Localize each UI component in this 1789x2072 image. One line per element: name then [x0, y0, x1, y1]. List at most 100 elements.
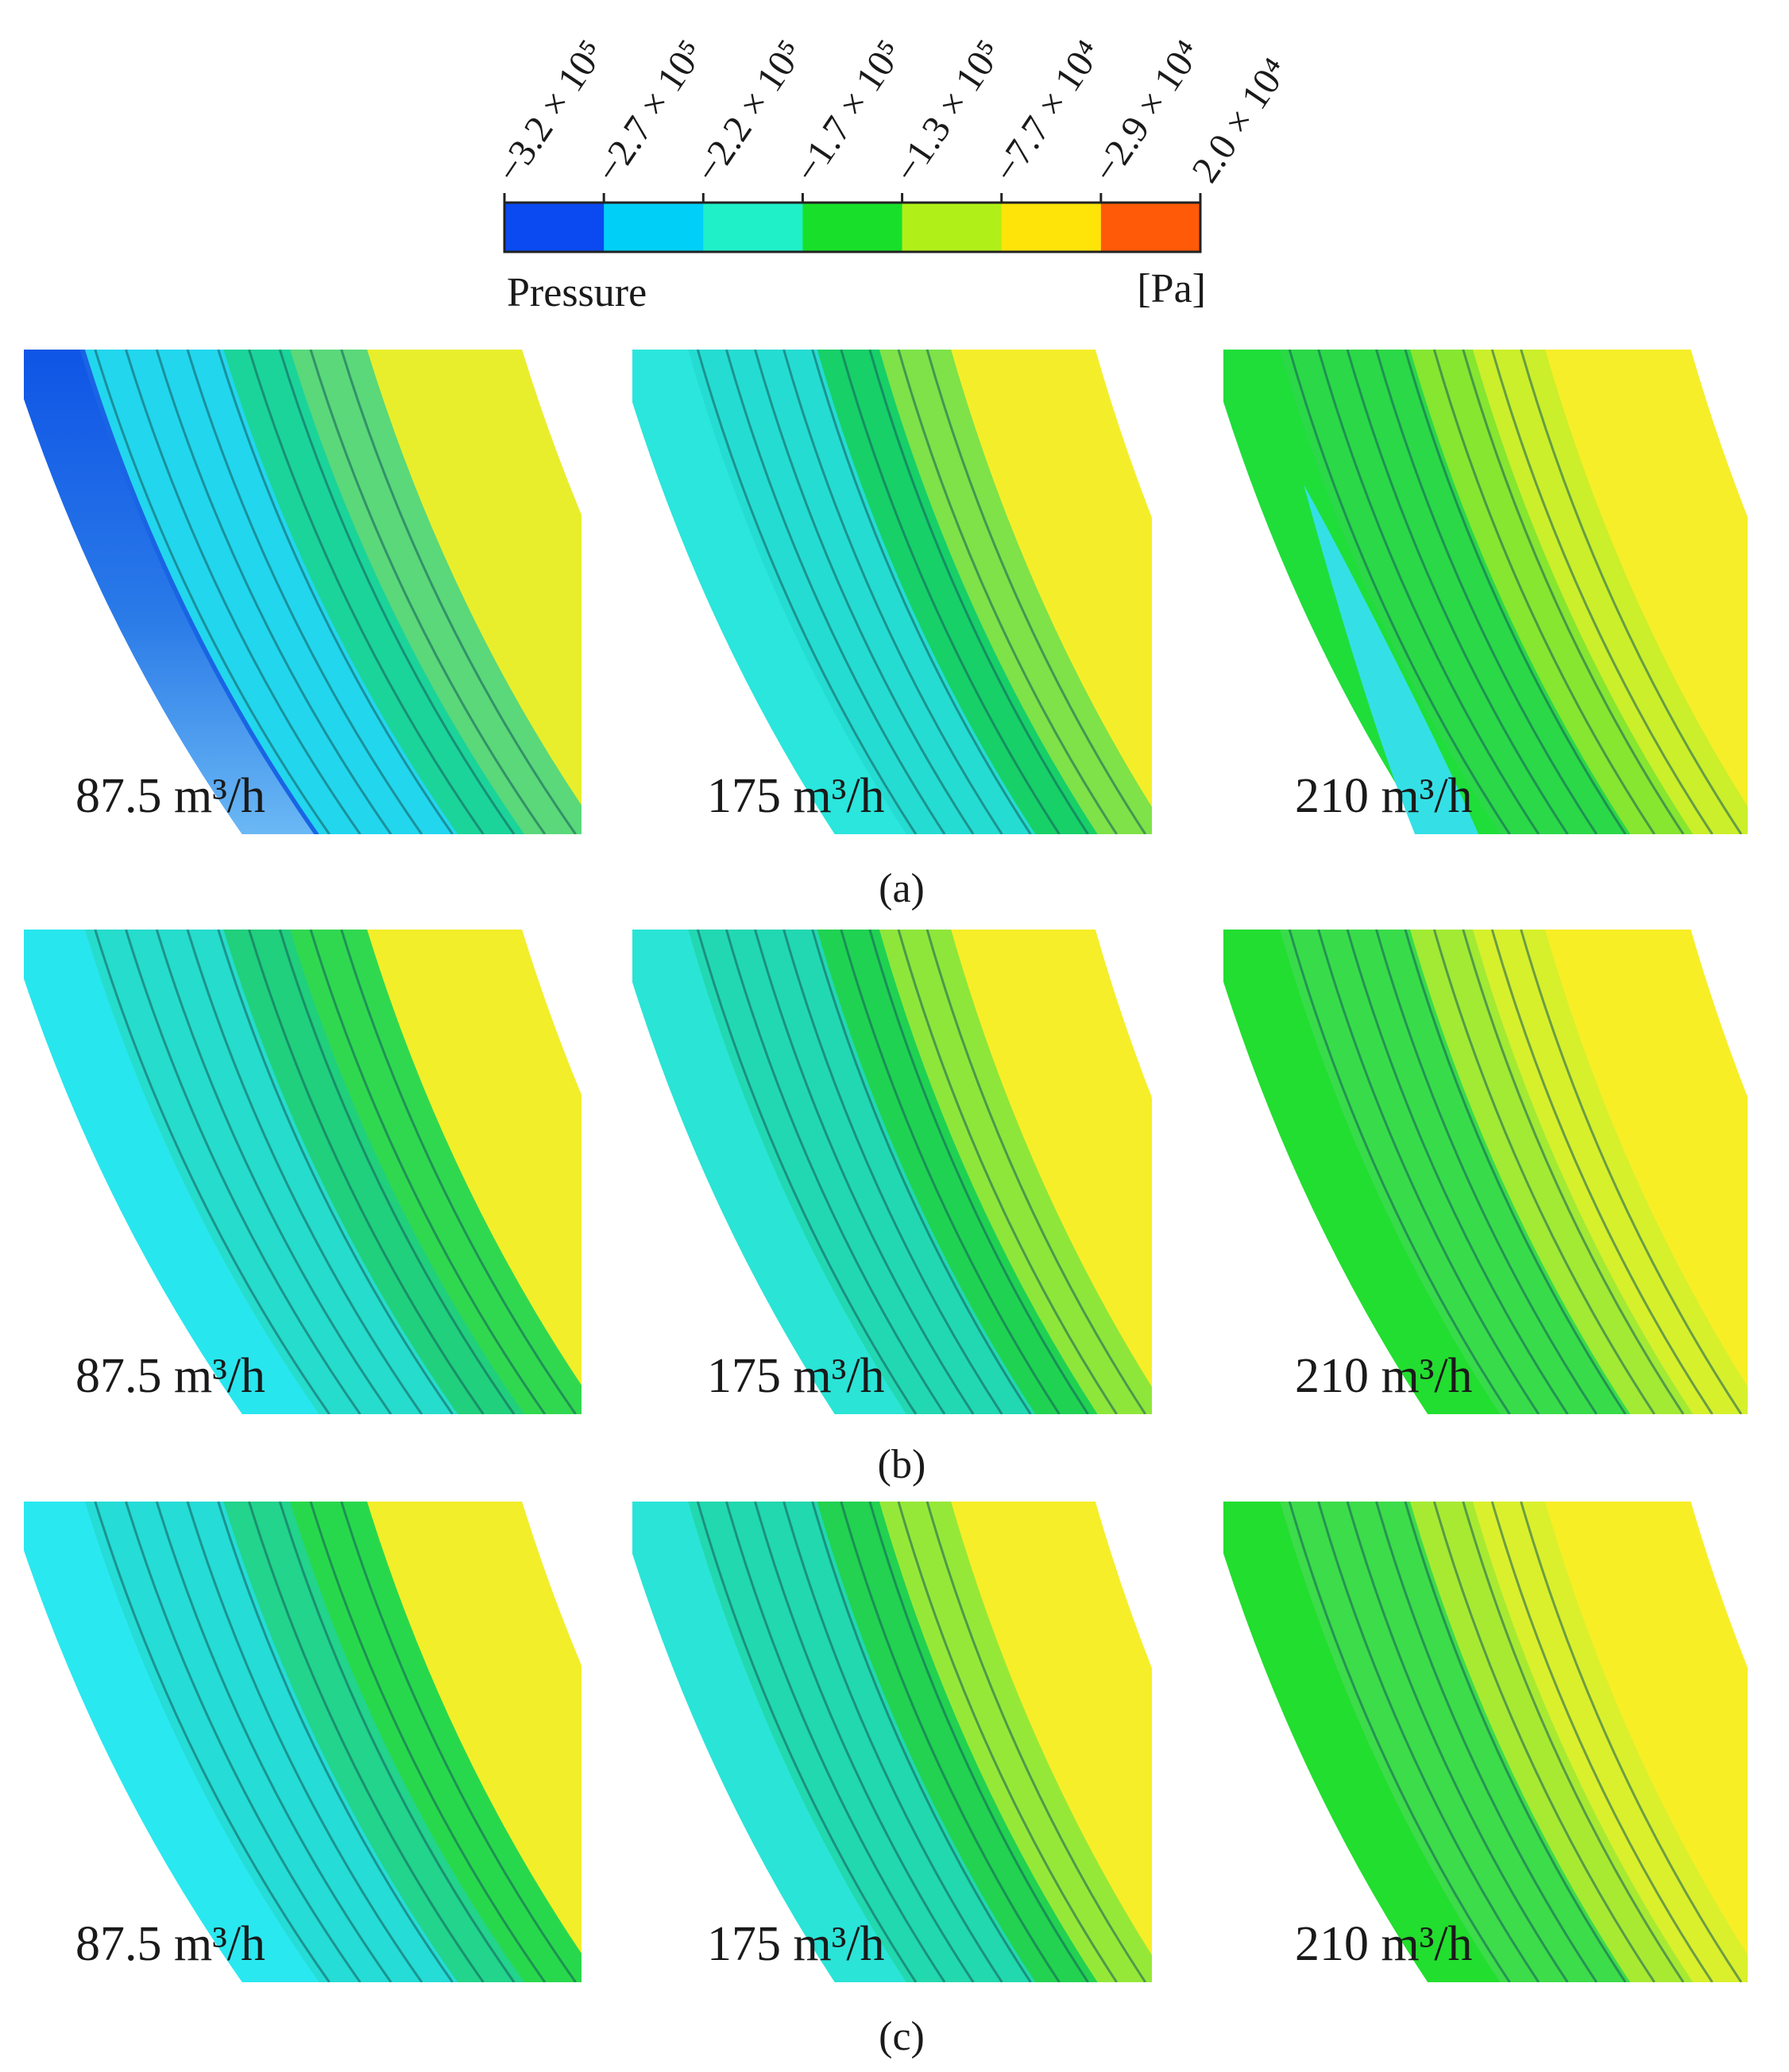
groove-line — [1432, 350, 1656, 834]
groove-line — [1288, 1502, 1511, 1982]
contour-panel: 87.5 m³/h — [24, 1502, 582, 1982]
pressure-band — [632, 930, 908, 1414]
groove-line — [217, 930, 454, 1414]
groove-line — [248, 930, 485, 1414]
flow-rate-label: 210 m³/h — [1295, 1349, 1473, 1403]
legend-tick-labels: −3.2 × 10⁵−2.7 × 10⁵−2.2 × 10⁵−1.7 × 10⁵… — [488, 33, 1296, 203]
groove-line — [155, 350, 392, 834]
groove-line — [1375, 930, 1598, 1414]
contour-row-a: 87.5 m³/h 175 m³/h 210 m³/h (a) — [24, 350, 1748, 911]
groove-line — [340, 930, 577, 1414]
groove-line — [217, 350, 454, 834]
pressure-band — [1280, 1502, 1632, 1982]
groove-line — [248, 350, 485, 834]
contour-row-b: 87.5 m³/h 175 m³/h 210 m³/h (b) — [24, 930, 1748, 1487]
groove-line — [811, 1502, 1032, 1982]
groove-line — [1288, 930, 1511, 1414]
groove-line — [868, 350, 1089, 834]
groove-line — [754, 1502, 975, 1982]
groove-line — [782, 930, 1003, 1414]
pressure-band — [1545, 350, 1748, 807]
groove-line — [1520, 350, 1743, 834]
groove-line — [186, 1502, 423, 1982]
contour-panel: 210 m³/h — [1223, 350, 1748, 834]
groove-line — [155, 1502, 392, 1982]
groove-line — [754, 350, 975, 834]
pressure-band — [1545, 930, 1748, 1387]
pressure-band — [1280, 350, 1632, 834]
row-caption: (c) — [879, 2014, 925, 2059]
pressure-band — [367, 930, 582, 1386]
pressure-band — [1280, 930, 1632, 1414]
groove-line — [94, 1502, 330, 1982]
groove-line — [782, 1502, 1003, 1982]
contour-rows: 87.5 m³/h 175 m³/h 210 m³/h (a) 87.5 m³/h 175… — [24, 350, 1748, 2059]
groove-line — [186, 350, 423, 834]
groove-line — [811, 930, 1032, 1414]
groove-line — [278, 930, 516, 1414]
pressure-band — [367, 350, 582, 806]
groove-line — [94, 350, 330, 834]
contour-panel: 210 m³/h — [1223, 930, 1748, 1414]
flow-rate-label: 210 m³/h — [1295, 1917, 1473, 1971]
groove-line — [309, 1502, 547, 1982]
legend-tick-label: 2.0 × 10⁴ — [1184, 51, 1296, 190]
pressure-band — [84, 350, 459, 834]
contour-panel: 175 m³/h — [632, 350, 1152, 834]
groove-line — [186, 930, 423, 1414]
flow-rate-label: 175 m³/h — [707, 769, 885, 823]
pressure-band — [688, 930, 1037, 1414]
pressure-band — [1223, 1502, 1501, 1982]
row-caption: (b) — [878, 1442, 926, 1487]
groove-line — [1346, 350, 1569, 834]
groove-line — [155, 930, 392, 1414]
groove-line — [696, 1502, 918, 1982]
pressure-legend: −3.2 × 10⁵−2.7 × 10⁵−2.2 × 10⁵−1.7 × 10⁵… — [488, 33, 1296, 315]
legend-swatch-7 — [1100, 203, 1201, 252]
groove-line — [840, 930, 1061, 1414]
groove-line — [724, 930, 946, 1414]
groove-line — [1462, 1502, 1685, 1982]
groove-line — [754, 930, 975, 1414]
low-pressure-zone — [24, 350, 315, 834]
contour-row-c: 87.5 m³/h 175 m³/h 210 m³/h (c) — [24, 1502, 1748, 2059]
groove-line — [1317, 350, 1540, 834]
groove-line — [125, 1502, 361, 1982]
groove-line — [897, 350, 1118, 834]
groove-line — [1375, 1502, 1598, 1982]
groove-line — [125, 930, 361, 1414]
groove-line — [782, 350, 1003, 834]
contour-panel: 210 m³/h — [1223, 1502, 1748, 1982]
legend-unit: [Pa] — [1137, 266, 1206, 311]
groove-line — [1346, 930, 1569, 1414]
groove-line — [1404, 350, 1627, 834]
legend-swatch-4 — [802, 203, 903, 252]
pressure-band — [632, 1502, 908, 1982]
pressure-band — [24, 1502, 321, 1982]
groove-line — [1346, 1502, 1569, 1982]
groove-line — [340, 1502, 577, 1982]
groove-line — [1520, 930, 1743, 1414]
groove-line — [1288, 350, 1511, 834]
groove-line — [1490, 1502, 1714, 1982]
legend-swatch-5 — [902, 203, 1003, 252]
pressure-band — [84, 1502, 459, 1982]
contour-panel: 87.5 m³/h — [24, 930, 582, 1414]
pressure-band — [1223, 350, 1501, 834]
groove-line — [696, 930, 918, 1414]
groove-line — [897, 930, 1118, 1414]
groove-line — [1375, 350, 1598, 834]
groove-line — [248, 1502, 485, 1982]
contour-panel: 175 m³/h — [632, 930, 1152, 1414]
flow-rate-label: 87.5 m³/h — [75, 1917, 265, 1971]
groove-line — [1432, 1502, 1656, 1982]
groove-line — [217, 1502, 454, 1982]
contour-panel: 175 m³/h — [632, 1502, 1152, 1982]
groove-line — [94, 930, 330, 1414]
groove-line — [724, 350, 946, 834]
groove-line — [1404, 1502, 1627, 1982]
groove-line — [868, 1502, 1089, 1982]
groove-line — [897, 1502, 1118, 1982]
flow-rate-label: 175 m³/h — [707, 1349, 885, 1403]
